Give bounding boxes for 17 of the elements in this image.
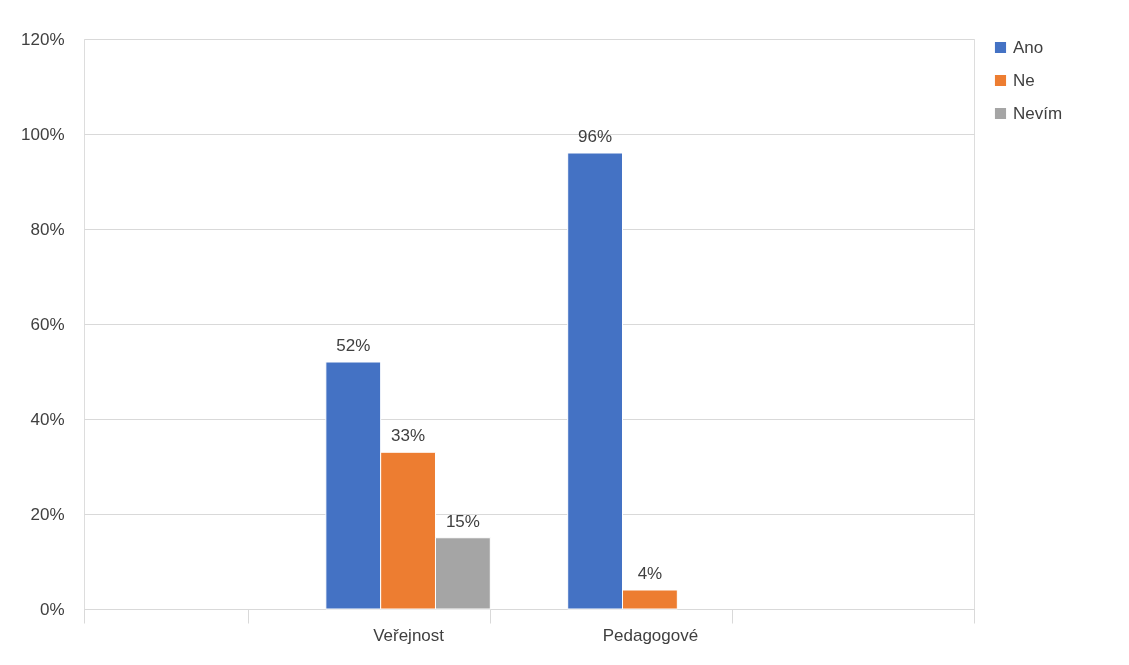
y-tick-label: 20% <box>30 504 65 524</box>
y-tick-label: 120% <box>21 29 65 49</box>
legend-label: Ne <box>1013 70 1035 90</box>
data-label: 96% <box>578 127 613 146</box>
y-tick-label: 60% <box>30 314 65 334</box>
x-tick-label: Veřejnost <box>373 625 445 645</box>
y-tick-label: 80% <box>30 219 65 239</box>
y-tick-label: 100% <box>21 124 65 144</box>
y-tick-label: 0% <box>39 599 65 619</box>
data-label: 4% <box>637 564 663 583</box>
data-label: 15% <box>445 511 480 531</box>
y-tick-label: 40% <box>30 409 65 429</box>
data-label: 33% <box>391 426 426 446</box>
x-tick-label: Pedagogové <box>602 625 699 645</box>
legend-label: Ano <box>1013 37 1044 57</box>
legend-label: Nevím <box>1013 103 1063 123</box>
data-label: 52% <box>336 336 371 355</box>
